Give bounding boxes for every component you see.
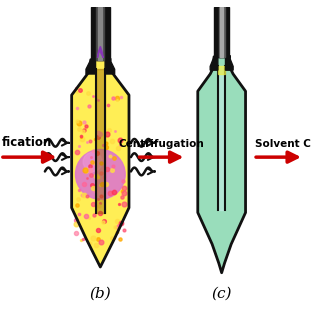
Polygon shape bbox=[218, 66, 226, 74]
Circle shape bbox=[76, 149, 125, 199]
Polygon shape bbox=[198, 57, 245, 273]
Polygon shape bbox=[218, 66, 226, 210]
Polygon shape bbox=[72, 60, 129, 267]
Polygon shape bbox=[210, 57, 218, 70]
Polygon shape bbox=[226, 57, 233, 70]
Polygon shape bbox=[219, 7, 225, 57]
Polygon shape bbox=[105, 60, 115, 74]
Polygon shape bbox=[97, 7, 104, 60]
Polygon shape bbox=[86, 60, 96, 74]
Polygon shape bbox=[214, 7, 229, 57]
Polygon shape bbox=[99, 7, 102, 60]
Circle shape bbox=[83, 152, 102, 172]
Text: Solvent C: Solvent C bbox=[255, 139, 311, 148]
Polygon shape bbox=[98, 46, 103, 58]
Polygon shape bbox=[220, 7, 223, 57]
Text: (c): (c) bbox=[212, 287, 232, 301]
Polygon shape bbox=[91, 7, 110, 60]
Text: (b): (b) bbox=[90, 287, 111, 301]
Text: fication: fication bbox=[2, 136, 52, 148]
Text: Centrifugation: Centrifugation bbox=[119, 139, 204, 148]
Polygon shape bbox=[96, 69, 105, 212]
